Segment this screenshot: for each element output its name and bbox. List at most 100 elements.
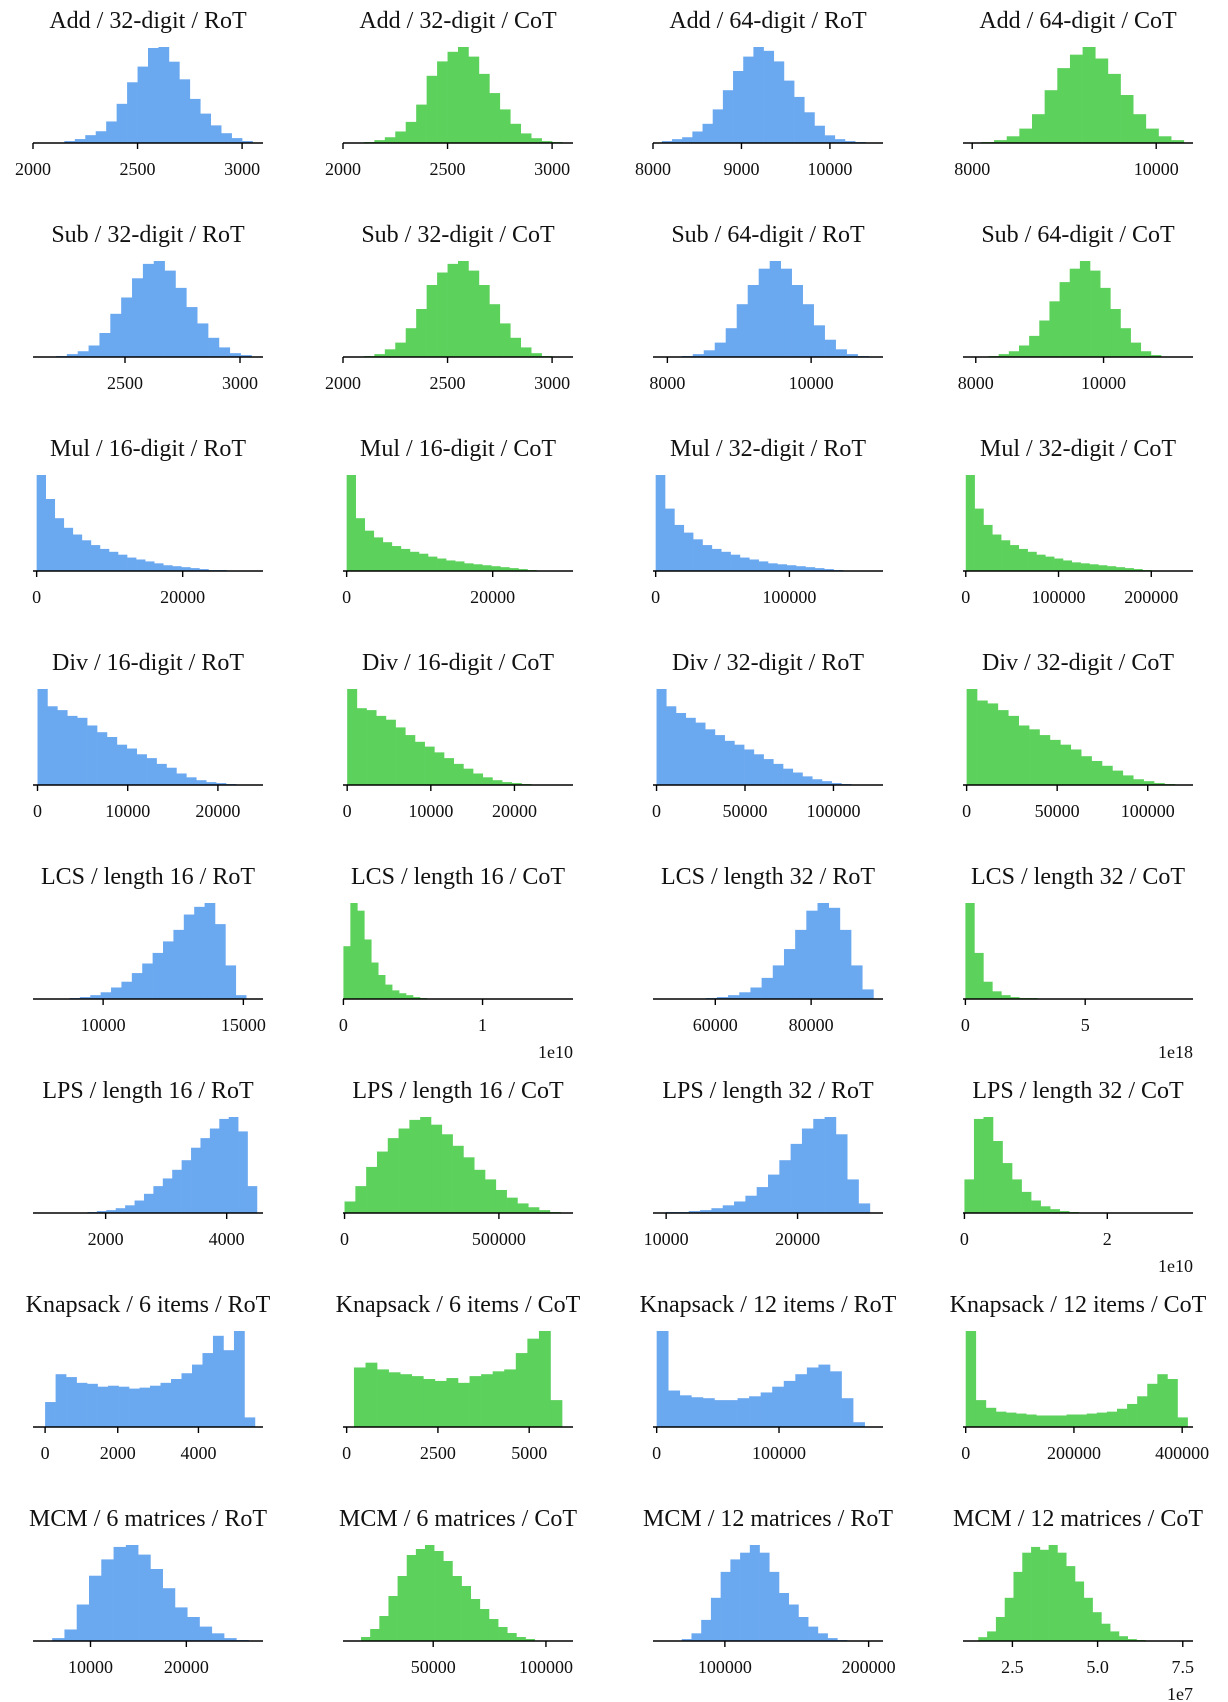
chart-title: Div / 32-digit / CoT bbox=[982, 650, 1174, 676]
chart-title: Mul / 16-digit / RoT bbox=[50, 436, 246, 462]
histogram-bar bbox=[146, 758, 157, 785]
histogram-bar bbox=[1107, 73, 1121, 143]
histogram-panel: 0 500000 LPS / length 16 / CoT bbox=[340, 1078, 573, 1249]
histogram-bar bbox=[674, 524, 685, 571]
histogram-bar bbox=[214, 924, 226, 999]
histogram-bar bbox=[64, 1629, 78, 1641]
histogram-bar bbox=[136, 559, 146, 571]
histogram-bar bbox=[966, 689, 978, 785]
histogram-bar bbox=[992, 991, 1002, 999]
histogram-bar bbox=[728, 995, 740, 999]
histogram-bar bbox=[186, 307, 198, 357]
histogram-bar bbox=[441, 1134, 453, 1213]
histogram-bar bbox=[488, 1619, 499, 1641]
histogram-bar bbox=[434, 1551, 444, 1641]
histogram-bar bbox=[125, 1545, 139, 1641]
histogram-bar bbox=[987, 703, 999, 785]
histogram-bar bbox=[447, 263, 459, 357]
histogram-bar bbox=[418, 553, 429, 571]
x-tick-label: 10000 bbox=[644, 1229, 689, 1249]
histogram-bar bbox=[90, 995, 101, 999]
histogram-bar bbox=[721, 551, 731, 571]
histogram-bar bbox=[437, 61, 448, 143]
histogram-bar bbox=[1062, 560, 1073, 571]
chart-title: LCS / length 32 / RoT bbox=[661, 864, 875, 890]
histogram-bar bbox=[453, 763, 464, 785]
histogram-bar bbox=[176, 773, 187, 785]
histogram-bar bbox=[99, 333, 111, 357]
histogram-bar bbox=[1167, 1379, 1178, 1427]
histogram-bar bbox=[202, 1353, 214, 1427]
histogram-panel: 0 200000 400000 Knapsack / 12 items / CoT bbox=[950, 1292, 1209, 1463]
histogram-bar bbox=[763, 759, 774, 785]
histogram-bar bbox=[730, 554, 741, 571]
x-tick-label: 5.0 bbox=[1086, 1657, 1109, 1677]
histogram-bar bbox=[998, 354, 1010, 357]
histogram-panel: 0 100000 200000 Mul / 32-digit / CoT bbox=[961, 436, 1193, 607]
histogram-bar bbox=[813, 325, 825, 357]
histogram-bar bbox=[753, 47, 764, 143]
histogram-bar bbox=[473, 564, 483, 571]
x-tick-label: 0 bbox=[41, 1443, 50, 1463]
histogram-bar bbox=[769, 1571, 780, 1641]
histogram-bar bbox=[1006, 1412, 1017, 1427]
histogram-bar bbox=[827, 1638, 838, 1641]
histogram-bar bbox=[710, 1597, 721, 1641]
x-tick-label: 0 bbox=[32, 587, 41, 607]
x-tick-label: 15000 bbox=[221, 1015, 266, 1035]
histogram-bar bbox=[415, 1549, 426, 1641]
histogram-bar bbox=[1050, 1209, 1060, 1213]
histogram-bar bbox=[1075, 1581, 1085, 1641]
x-tick-label: 200000 bbox=[1047, 1443, 1101, 1463]
x-tick-label: 2500 bbox=[430, 159, 466, 179]
histogram-bar bbox=[194, 906, 205, 999]
x-tick-label: 10000 bbox=[105, 801, 150, 821]
histogram-bar bbox=[116, 744, 128, 785]
histogram-bar bbox=[702, 123, 714, 143]
histogram-bar bbox=[525, 1639, 535, 1641]
histogram-bar bbox=[1008, 715, 1019, 785]
x-tick-label: 60000 bbox=[693, 1015, 738, 1035]
histogram-bar bbox=[1100, 287, 1111, 357]
histogram-bar bbox=[425, 1545, 435, 1641]
histogram-bar bbox=[1116, 1408, 1128, 1427]
histogram-bar bbox=[1059, 1211, 1070, 1213]
x-tick-label: 8000 bbox=[635, 159, 671, 179]
histogram-bar bbox=[1009, 545, 1020, 571]
histogram-bar bbox=[705, 729, 716, 785]
x-tick-label: 10000 bbox=[1081, 373, 1126, 393]
histogram-bar bbox=[974, 952, 984, 999]
histogram-bar bbox=[1118, 1636, 1129, 1641]
histogram-panel: 0 100000 Knapsack / 12 items / RoT bbox=[640, 1292, 897, 1463]
histogram-bar bbox=[722, 90, 734, 143]
histogram-bar bbox=[216, 783, 227, 785]
histogram-bar bbox=[409, 1119, 421, 1213]
histogram-bar bbox=[973, 1118, 984, 1213]
x-tick-label: 10000 bbox=[68, 1657, 113, 1677]
histogram-bar bbox=[808, 1626, 819, 1641]
histogram-bar bbox=[186, 777, 197, 785]
histogram-bar bbox=[154, 563, 164, 571]
histogram-bar bbox=[164, 270, 176, 357]
histogram-bar bbox=[218, 347, 231, 357]
histogram-bar bbox=[406, 1555, 417, 1641]
histogram-bar bbox=[118, 554, 128, 571]
histogram-bar bbox=[739, 557, 750, 571]
histogram-bar bbox=[63, 527, 74, 571]
histogram-bar bbox=[366, 1166, 378, 1213]
histogram-bar bbox=[344, 1201, 356, 1213]
histogram-bar bbox=[478, 285, 490, 357]
histogram-panel: 0 2000 4000 Knapsack / 6 items / RoT bbox=[26, 1292, 271, 1463]
histogram-bar bbox=[672, 139, 683, 143]
histogram-bar bbox=[1133, 779, 1144, 785]
axis-offset-label: 1e10 bbox=[538, 1042, 573, 1062]
histogram-bar bbox=[127, 82, 138, 143]
axis-offset-label: 1e18 bbox=[1158, 1042, 1193, 1062]
x-tick-label: 0 bbox=[652, 801, 661, 821]
histogram-bar bbox=[1012, 1179, 1022, 1213]
histogram-bar bbox=[1120, 328, 1131, 357]
histogram-bar bbox=[206, 782, 217, 785]
histogram-bar bbox=[163, 565, 173, 571]
histogram-bar bbox=[695, 722, 706, 785]
histogram-bar bbox=[108, 1385, 119, 1427]
